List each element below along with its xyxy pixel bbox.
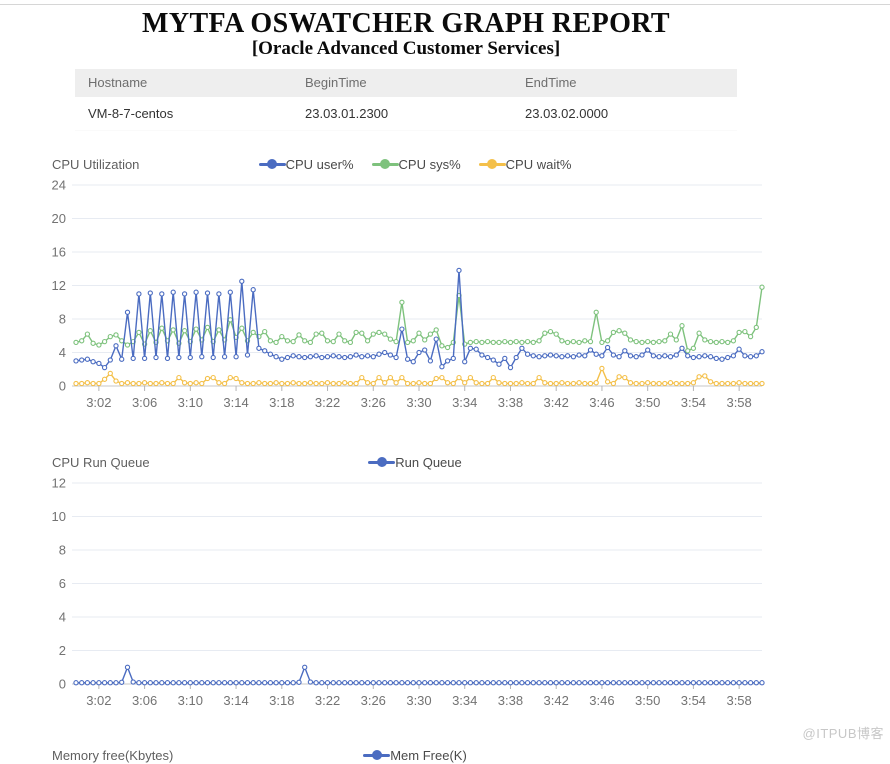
legend-dot-icon [487, 159, 498, 169]
legend-item-cpu-wait[interactable]: CPU wait% [478, 156, 572, 172]
svg-text:20: 20 [52, 211, 66, 226]
legend-label: Run Queue [395, 454, 462, 470]
svg-text:2: 2 [59, 643, 66, 658]
svg-text:3:34: 3:34 [452, 395, 477, 410]
svg-text:3:26: 3:26 [361, 693, 386, 708]
memory-free-header: Memory free(Kbytes) Mem Free(K) [0, 746, 830, 764]
cpu-run-queue-legend: Run Queue [0, 453, 830, 471]
svg-text:3:30: 3:30 [406, 693, 431, 708]
svg-text:3:02: 3:02 [86, 395, 111, 410]
chart-title-memory-free: Memory free(Kbytes) [52, 748, 174, 763]
svg-text:3:14: 3:14 [223, 395, 248, 410]
column-header-hostname: Hostname [75, 69, 292, 97]
svg-text:3:38: 3:38 [498, 395, 523, 410]
legend-item-mem-free[interactable]: Mem Free(K) [363, 748, 467, 763]
legend-dot-icon [371, 750, 382, 760]
svg-text:3:22: 3:22 [315, 395, 340, 410]
report-content: MYTFA OSWATCHER GRAPH REPORT [Oracle Adv… [0, 8, 830, 764]
legend-label: CPU sys% [398, 156, 461, 172]
info-table: Hostname BeginTime EndTime VM-8-7-centos… [75, 69, 737, 131]
legend-label: CPU user% [285, 156, 354, 172]
svg-text:3:50: 3:50 [635, 395, 660, 410]
svg-text:3:18: 3:18 [269, 395, 294, 410]
chart-title-cpu-run-queue: CPU Run Queue [52, 455, 150, 470]
page-title: MYTFA OSWATCHER GRAPH REPORT [142, 8, 670, 39]
legend-item-cpu-sys[interactable]: CPU sys% [371, 156, 461, 172]
legend-item-cpu-user[interactable]: CPU user% [258, 156, 354, 172]
svg-text:3:06: 3:06 [132, 693, 157, 708]
legend-item-run-queue[interactable]: Run Queue [368, 455, 462, 470]
svg-text:3:38: 3:38 [498, 693, 523, 708]
chart-title-cpu-utilization: CPU Utilization [52, 157, 140, 172]
cpu-utilization-legend: CPU user% CPU sys% CPU wait% [0, 155, 830, 173]
svg-text:3:42: 3:42 [544, 693, 569, 708]
watermark: @ITPUB博客 [802, 726, 884, 741]
svg-text:8: 8 [59, 543, 66, 558]
svg-text:12: 12 [52, 476, 66, 491]
svg-text:0: 0 [59, 379, 66, 394]
svg-text:3:10: 3:10 [178, 693, 203, 708]
svg-text:3:42: 3:42 [544, 395, 569, 410]
cpu-run-queue-header: CPU Run Queue Run Queue [0, 453, 830, 471]
svg-text:3:14: 3:14 [223, 693, 248, 708]
cell-endtime: 23.03.02.0000 [512, 97, 737, 131]
legend-dot-icon [376, 457, 387, 467]
svg-text:3:34: 3:34 [452, 693, 477, 708]
svg-text:3:18: 3:18 [269, 693, 294, 708]
svg-text:3:06: 3:06 [132, 395, 157, 410]
column-header-begintime: BeginTime [292, 69, 512, 97]
svg-text:3:50: 3:50 [635, 693, 660, 708]
page-subtitle: [Oracle Advanced Customer Services] [251, 38, 561, 59]
svg-text:16: 16 [52, 245, 66, 260]
svg-text:6: 6 [59, 576, 66, 591]
svg-text:0: 0 [59, 677, 66, 692]
svg-text:12: 12 [52, 278, 66, 293]
legend-label: Mem Free(K) [390, 747, 467, 763]
column-header-endtime: EndTime [512, 69, 737, 97]
svg-text:24: 24 [52, 178, 66, 193]
svg-text:8: 8 [59, 312, 66, 327]
svg-text:3:02: 3:02 [86, 693, 111, 708]
svg-text:10: 10 [52, 509, 66, 524]
cpu-run-queue-chart: 0 2 4 6 8 10 12 3:02 3:06 3:10 3:14 3:18 3:22 3:26 3:3… [52, 476, 765, 708]
legend-marker-icon [371, 159, 399, 169]
svg-text:3:58: 3:58 [726, 693, 751, 708]
svg-text:3:46: 3:46 [589, 395, 614, 410]
legend-marker-icon [368, 457, 396, 467]
svg-text:3:54: 3:54 [681, 693, 706, 708]
svg-text:3:58: 3:58 [726, 395, 751, 410]
cpu-utilization-header: CPU Utilization CPU user% CPU sys% CPU w… [0, 155, 830, 173]
svg-text:3:46: 3:46 [589, 693, 614, 708]
legend-marker-icon [478, 159, 506, 169]
legend-dot-icon [380, 159, 391, 169]
table-row: VM-8-7-centos 23.03.01.2300 23.03.02.000… [75, 97, 737, 131]
legend-label: CPU wait% [505, 156, 572, 172]
cell-begintime: 23.03.01.2300 [292, 97, 512, 131]
info-table-header-row: Hostname BeginTime EndTime [75, 69, 737, 97]
cpu-utilization-chart: 0 4 8 12 16 20 24 3:02 3:06 3:10 3:14 3:18 3:22 3:26 3… [52, 178, 765, 410]
top-divider [0, 0, 890, 5]
svg-text:4: 4 [59, 345, 66, 360]
svg-text:4: 4 [59, 610, 66, 625]
legend-dot-icon [267, 159, 278, 169]
svg-text:3:30: 3:30 [406, 395, 431, 410]
cell-hostname: VM-8-7-centos [75, 97, 292, 131]
svg-text:3:26: 3:26 [361, 395, 386, 410]
svg-text:3:54: 3:54 [681, 395, 706, 410]
legend-marker-icon [258, 159, 286, 169]
svg-text:3:22: 3:22 [315, 693, 340, 708]
svg-text:3:10: 3:10 [178, 395, 203, 410]
